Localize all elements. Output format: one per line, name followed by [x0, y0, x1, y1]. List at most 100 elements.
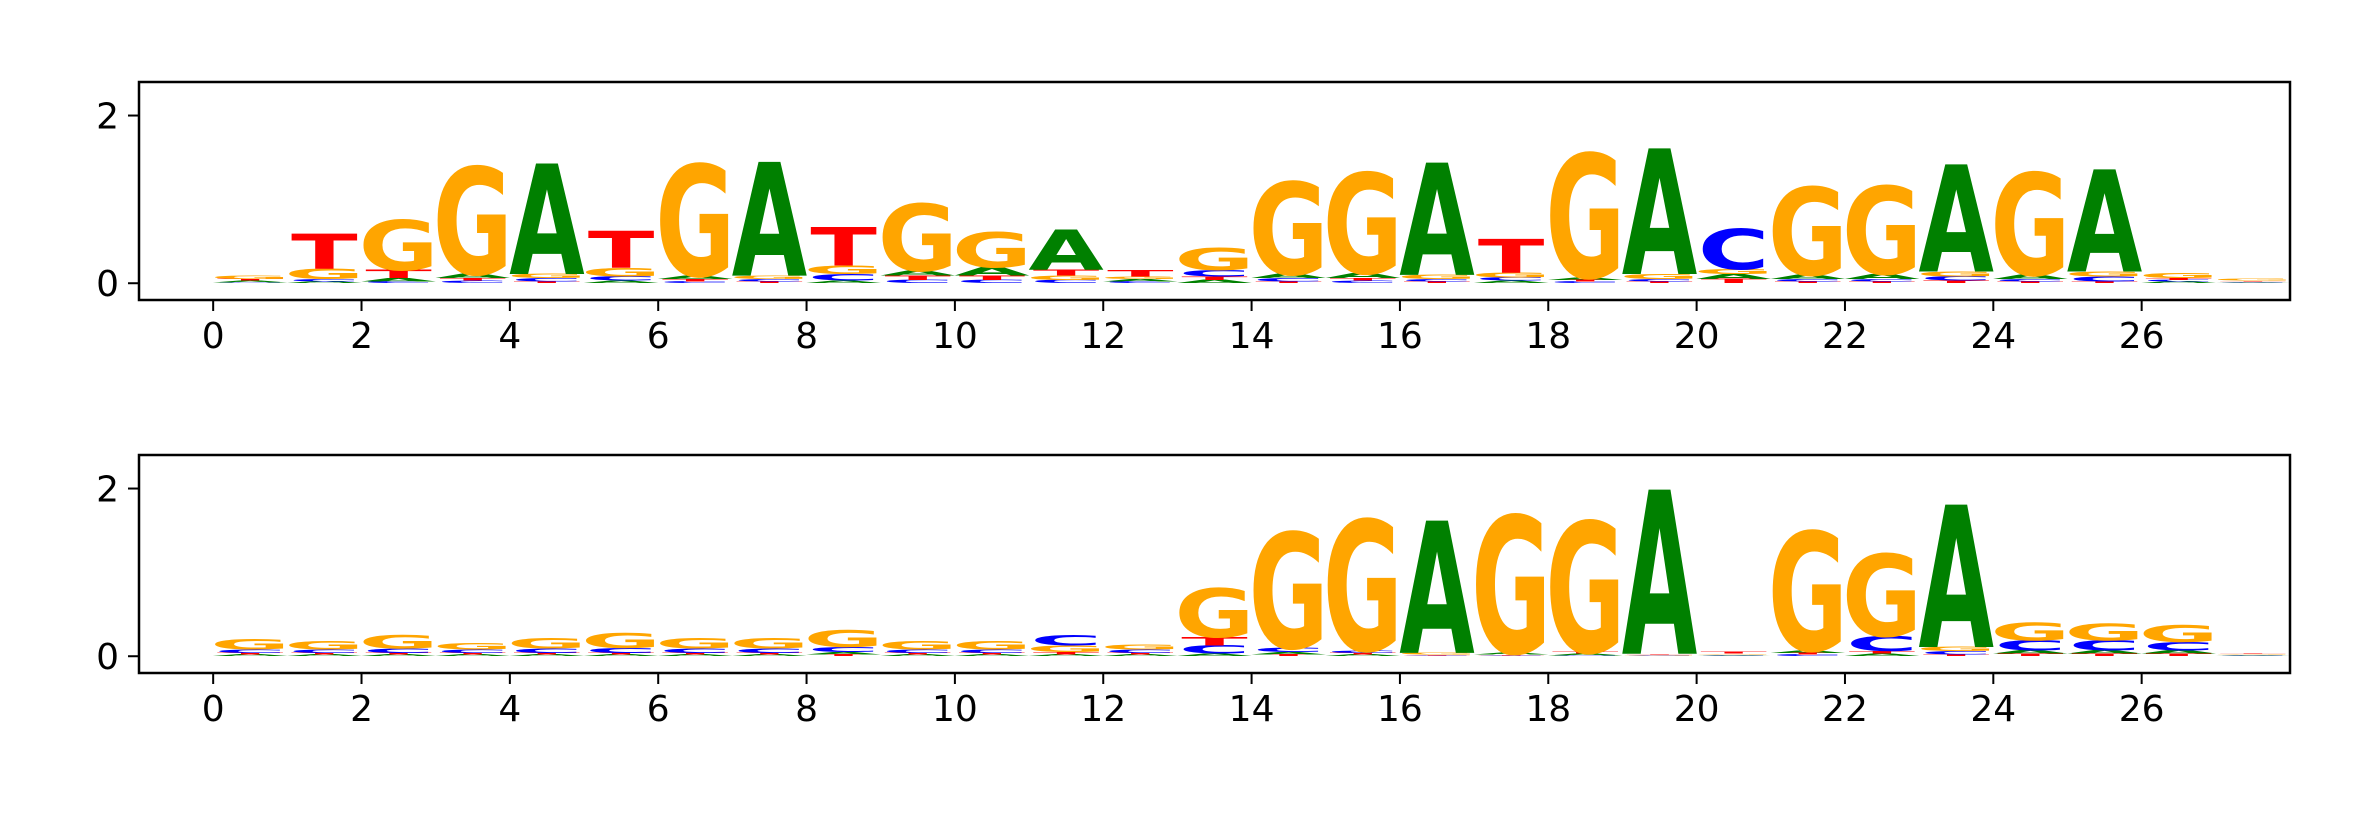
x-tick-label: 14 [1229, 316, 1275, 357]
logo-letter-C: C [585, 275, 657, 282]
logo-letter-T: T [1033, 268, 1100, 277]
logo-letter-A: A [732, 654, 808, 657]
logo-letter-C: C [1253, 277, 1325, 282]
x-tick-label: 26 [2119, 689, 2165, 730]
logo-letter-T: T [440, 278, 506, 282]
logo-letters: ATCGATCGATCGATCGATCGATCGATCGATCGTACGATCG… [210, 445, 2293, 707]
logo-letter-A: A [1770, 650, 1846, 654]
logo-letter-A: A [2215, 282, 2290, 283]
logo-letter-C: C [1475, 277, 1547, 282]
logo-letter-C: C [2069, 275, 2141, 283]
logo-letter-G: G [507, 273, 587, 280]
logo-letter-G: G [1842, 531, 1922, 662]
logo-letter-C: C [882, 649, 954, 654]
logo-letter-A: A [732, 131, 808, 313]
x-tick-label: 20 [1674, 316, 1720, 357]
axes-frame [137, 453, 2292, 675]
logo-letter-T: T [662, 278, 728, 282]
logo-letter-A: A [806, 651, 882, 655]
logo-letter-A: A [583, 280, 659, 284]
logo-letter-C: C [808, 272, 880, 283]
logo-letter-T: T [291, 225, 358, 281]
logo-letter-C: C [956, 279, 1028, 284]
logo-letter-T: T [959, 275, 1026, 282]
logo-letter-A: A [361, 654, 437, 657]
logo-letter-T: T [365, 652, 431, 655]
logo-letter-A: A [1622, 115, 1697, 316]
logo-letter-G: G [1545, 487, 1625, 696]
logo-letter-C: C [1920, 275, 1992, 282]
logo-letter-T: T [2220, 281, 2286, 282]
logo-letter-G: G [2139, 621, 2219, 648]
logo-letter-C: C [1327, 650, 1399, 654]
logo-letter-A: A [1177, 279, 1253, 284]
logo-letter-C: C [1179, 643, 1251, 656]
x-tick-label: 16 [1377, 316, 1423, 357]
logo-letter-G: G [1323, 485, 1403, 694]
x-axis: 0 2 4 6 8 10 12 14 16 18 20 22 24 26 [202, 673, 2165, 730]
logo-letter-A: A [1028, 654, 1104, 657]
logo-letter-G: G [2213, 279, 2293, 282]
logo-letter-C: C [1550, 655, 1622, 656]
logo-letter-C: C [2143, 640, 2215, 653]
logo-letter-T: T [1626, 281, 1692, 284]
logo-letter-A: A [2141, 650, 2217, 655]
logo-letter-C: C [1401, 655, 1473, 656]
logo-letter-T: T [1552, 652, 1618, 655]
logo-letter-A: A [1770, 274, 1846, 281]
x-tick-label: 26 [2119, 316, 2165, 357]
logo-letter-G: G [1471, 480, 1551, 699]
y-axis: 02 [96, 97, 139, 305]
logo-letter-T: T [1923, 654, 1989, 657]
logo-letter-A: A [1548, 653, 1624, 656]
logo-letter-G: G [433, 138, 513, 309]
logo-letter-A: A [2215, 655, 2290, 656]
logo-letter-A: A [658, 275, 734, 280]
x-tick-label: 2 [350, 689, 373, 730]
logo-letter-T: T [810, 654, 876, 657]
logo-letter-C: C [437, 649, 509, 654]
logo-letter-T: T [1404, 281, 1470, 284]
logo-letter-T: T [291, 652, 357, 655]
logo-letter-C: C [1995, 278, 2067, 282]
y-tick-label: 2 [96, 470, 119, 511]
logo-letter-G: G [1249, 502, 1329, 686]
x-tick-label: 10 [932, 316, 978, 357]
logo-letter-C: C [1179, 268, 1251, 279]
logo-letter-T: T [885, 275, 952, 282]
logo-letter-G: G [581, 629, 661, 653]
logo-letter-G: G [1545, 119, 1625, 318]
x-tick-label: 10 [932, 689, 978, 730]
logo-letter-C: C [1105, 649, 1177, 654]
logo-letter-T: T [365, 268, 431, 281]
logo-letter-A: A [1548, 277, 1624, 281]
logo-letter-G: G [1694, 268, 1774, 276]
logo-letter-A: A [1399, 133, 1475, 312]
logo-letter-T: T [217, 652, 283, 655]
logo-letter-T: T [1478, 654, 1544, 655]
logo-letter-C: C [808, 646, 880, 654]
logo-letter-A: A [1251, 651, 1327, 655]
x-tick-label: 8 [795, 689, 818, 730]
logo-letter-A: A [1993, 650, 2069, 655]
logo-letter-C: C [1401, 278, 1473, 282]
logo-letter-A: A [1993, 274, 2069, 281]
logo-letter-C: C [1030, 279, 1102, 284]
logo-letter-C: C [1550, 281, 1622, 284]
logo-letter-C: C [1698, 217, 1770, 282]
logo-letter-T: T [1997, 653, 2063, 657]
logo-letter-C: C [1030, 633, 1102, 649]
logo-letter-T: T [588, 652, 654, 655]
logo-letter-T: T [959, 652, 1025, 655]
logo-letter-T: T [1181, 635, 1247, 648]
logo-letter-C: C [1327, 280, 1399, 284]
y-axis: 02 [96, 470, 139, 678]
logo-letter-C: C [1253, 647, 1325, 654]
logo-letter-A: A [1028, 218, 1103, 283]
logo-letter-A: A [1919, 136, 1994, 307]
logo-letter-G: G [433, 641, 513, 652]
logo-letter-G: G [1620, 273, 1700, 281]
axes-frame [137, 80, 2292, 302]
logo-letter-T: T [1997, 281, 2063, 284]
